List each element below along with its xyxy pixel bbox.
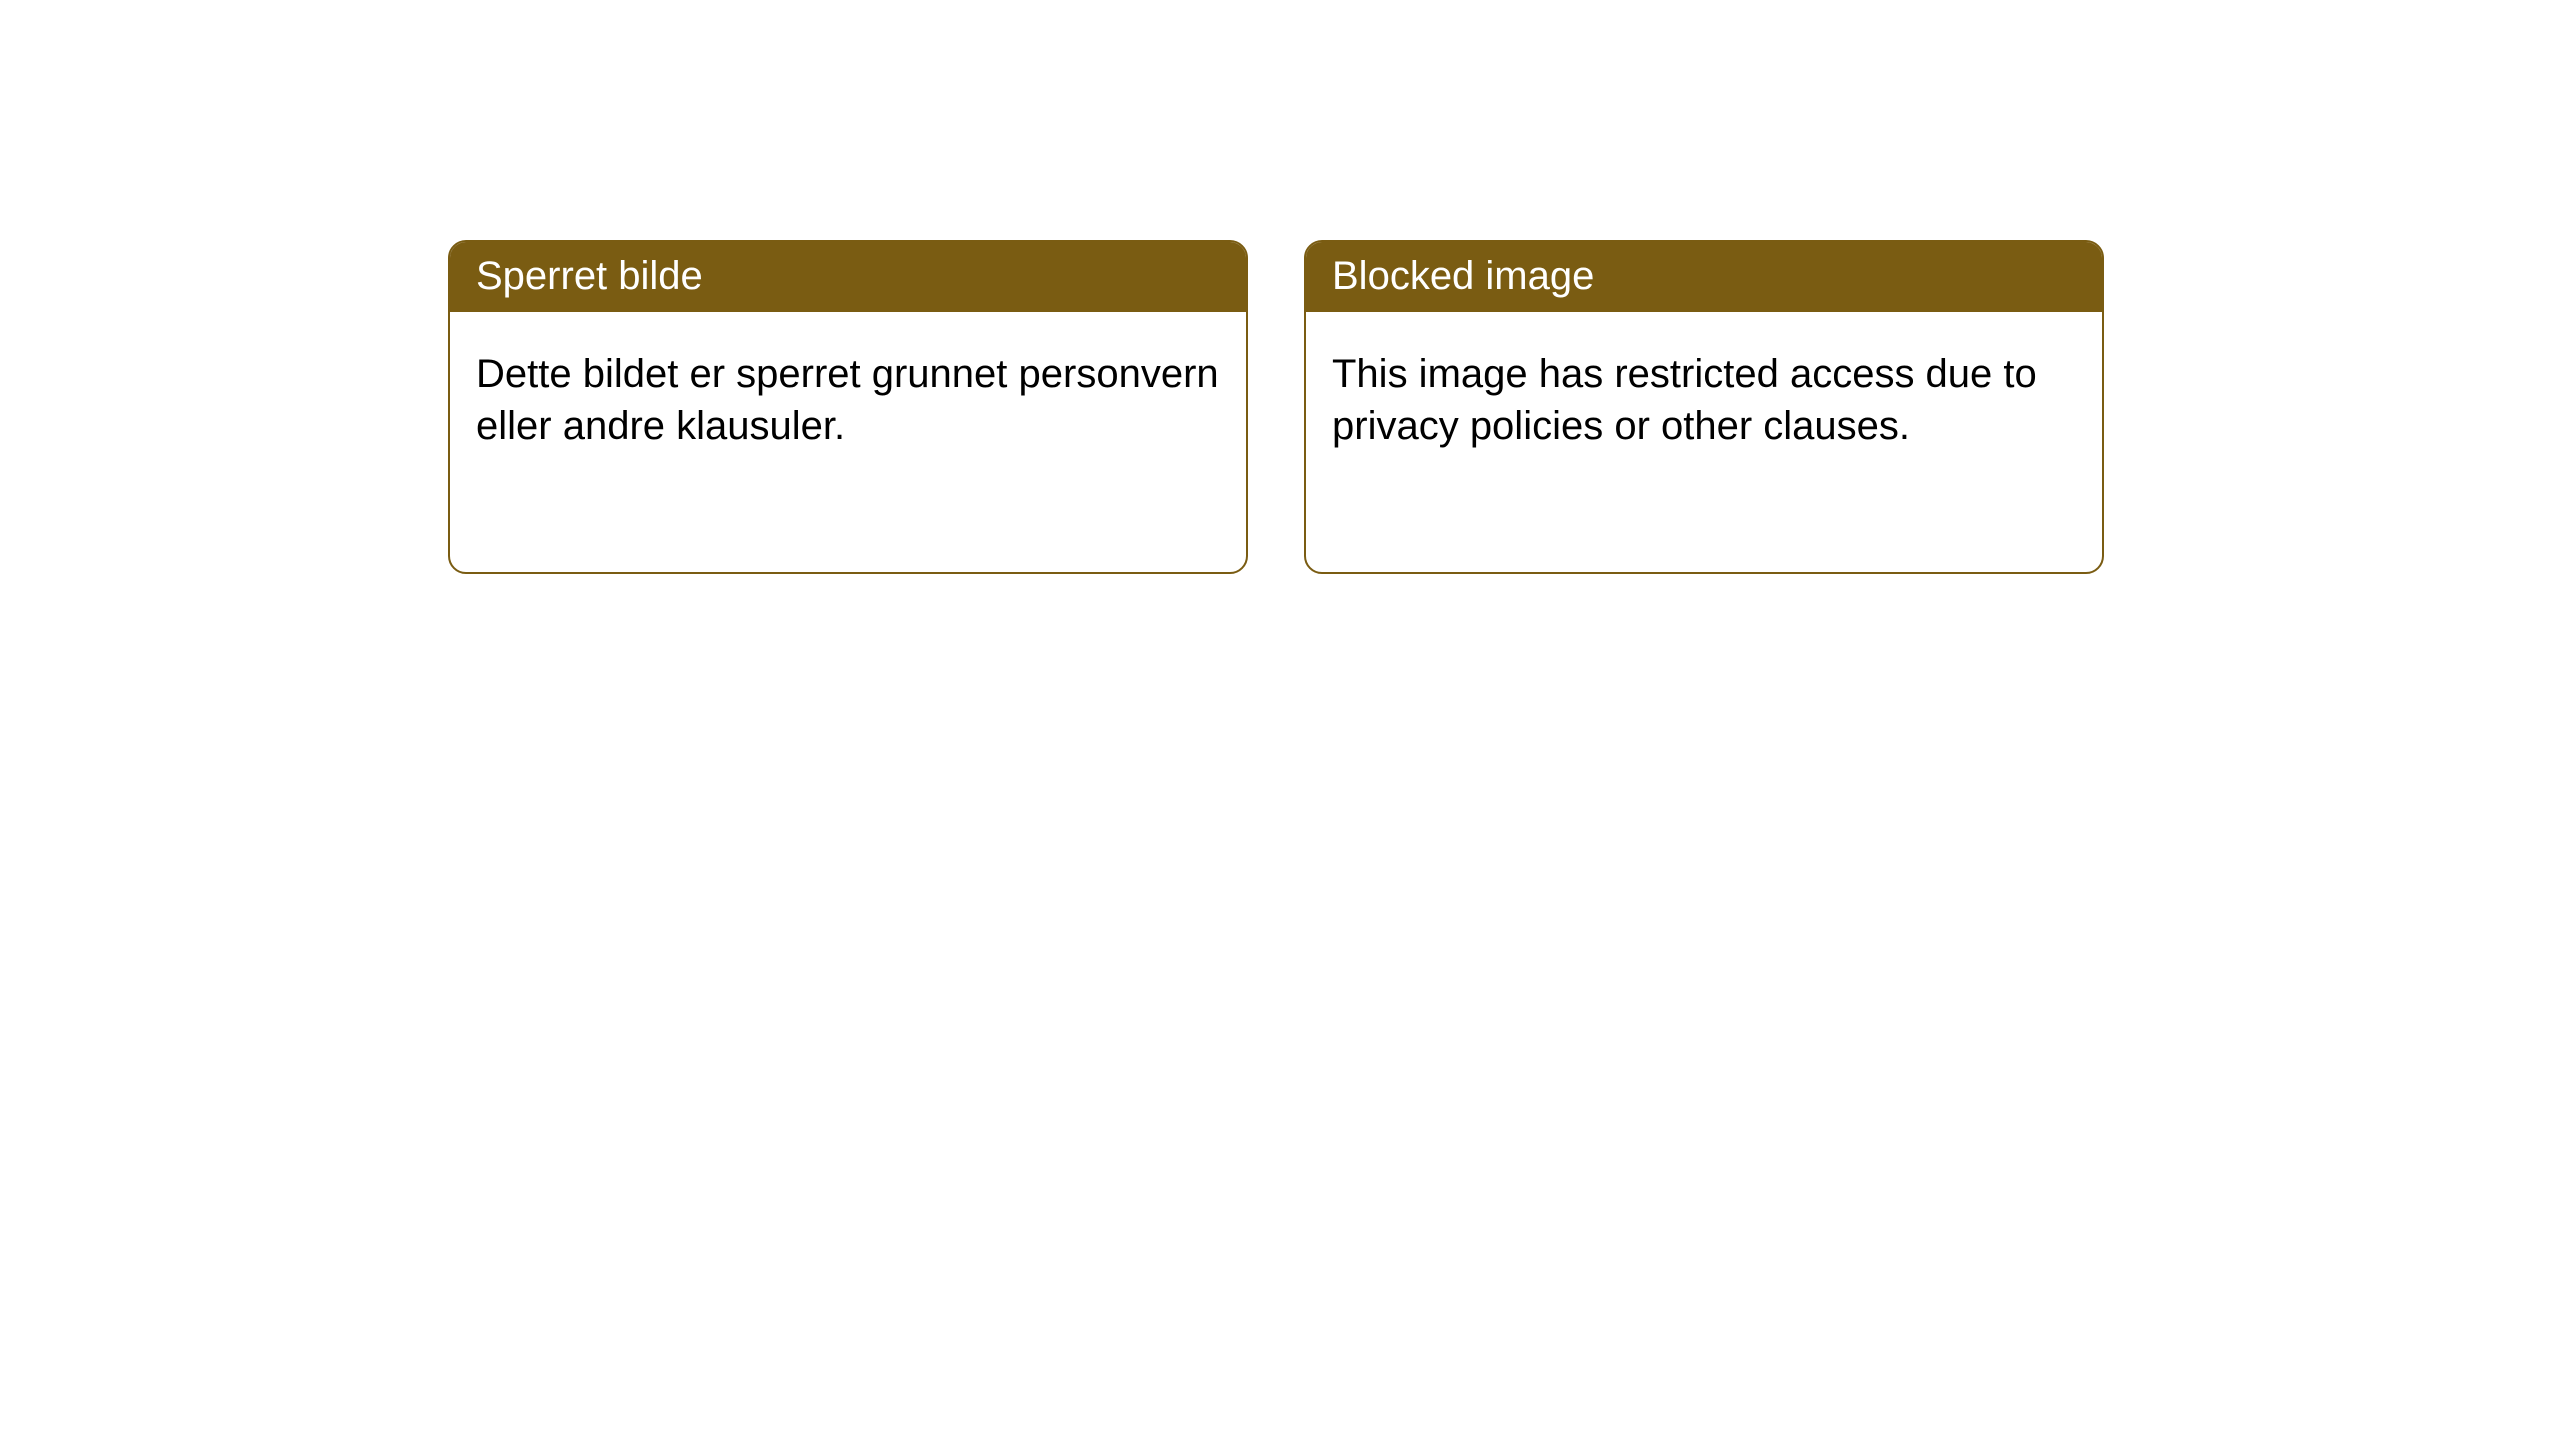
notice-card-body: Dette bildet er sperret grunnet personve… xyxy=(450,312,1246,478)
notice-card-body: This image has restricted access due to … xyxy=(1306,312,2102,478)
notice-card-header: Blocked image xyxy=(1306,242,2102,312)
notice-container: Sperret bilde Dette bildet er sperret gr… xyxy=(0,0,2560,574)
notice-card-norwegian: Sperret bilde Dette bildet er sperret gr… xyxy=(448,240,1248,574)
notice-card-english: Blocked image This image has restricted … xyxy=(1304,240,2104,574)
notice-card-header: Sperret bilde xyxy=(450,242,1246,312)
